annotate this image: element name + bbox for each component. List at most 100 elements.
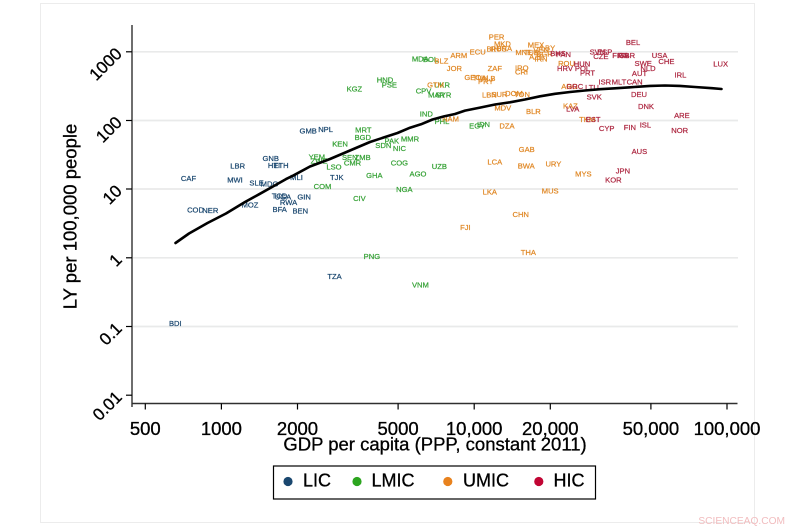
svg-text:POL: POL [575,64,590,73]
svg-text:GRC: GRC [566,82,583,91]
svg-text:DNK: DNK [638,102,654,111]
svg-text:SWE: SWE [635,59,652,68]
svg-text:CAF: CAF [181,174,197,183]
svg-text:1: 1 [106,250,126,270]
svg-text:PER: PER [489,33,505,42]
svg-text:ZWE: ZWE [311,157,328,166]
svg-text:AGO: AGO [410,170,427,179]
svg-text:500: 500 [130,418,161,439]
svg-text:SUR: SUR [491,90,508,99]
svg-text:MKD: MKD [494,40,511,49]
svg-text:BGR: BGR [536,50,553,59]
svg-text:IDN: IDN [477,120,490,129]
svg-text:UGA: UGA [275,192,292,201]
svg-text:LBR: LBR [230,161,245,170]
svg-text:SYR: SYR [436,90,452,99]
svg-text:LKA: LKA [483,187,498,196]
svg-text:PRT: PRT [580,68,595,77]
svg-text:GBR: GBR [619,51,636,60]
svg-text:AUT: AUT [632,69,648,78]
svg-text:CMR: CMR [344,159,362,168]
svg-text:CIV: CIV [353,194,367,203]
svg-text:CHE: CHE [658,57,674,66]
svg-text:LBY: LBY [541,44,555,53]
svg-text:BLZ: BLZ [434,57,448,66]
svg-text:MAR: MAR [428,91,445,100]
svg-text:TZA: TZA [327,272,342,281]
svg-text:SCIENCEAQ.COM: SCIENCEAQ.COM [698,516,785,527]
svg-text:BLR: BLR [526,107,541,116]
svg-text:NOR: NOR [671,126,688,135]
svg-text:ARG: ARG [561,82,578,91]
svg-text:MWI: MWI [227,175,243,184]
svg-text:SLE: SLE [249,179,263,188]
svg-text:MDG: MDG [261,180,279,189]
svg-text:ROU: ROU [558,59,575,68]
svg-text:LSO: LSO [326,162,341,171]
svg-text:GTM: GTM [427,80,444,89]
svg-text:ISL: ISL [640,120,651,129]
svg-text:VEN: VEN [533,46,549,55]
svg-text:PNG: PNG [364,252,381,261]
svg-text:PRY: PRY [478,77,493,86]
svg-text:DOM: DOM [505,89,523,98]
svg-text:PAK: PAK [384,137,399,146]
svg-text:BOL: BOL [423,55,438,64]
svg-text:CYP: CYP [599,124,615,133]
svg-text:PSE: PSE [382,81,397,90]
svg-text:LCA: LCA [487,158,503,167]
svg-text:BWA: BWA [518,161,536,170]
svg-text:MDA: MDA [412,55,430,64]
svg-text:MNE: MNE [515,48,532,57]
svg-text:GHA: GHA [366,171,383,180]
svg-text:UMIC: UMIC [463,471,509,491]
svg-text:GNB: GNB [262,154,278,163]
svg-text:HRV: HRV [557,64,574,73]
svg-text:USA: USA [652,51,669,60]
svg-text:HTI: HTI [268,161,280,170]
svg-text:ETH: ETH [273,161,288,170]
svg-text:TJK: TJK [330,173,344,182]
svg-text:HND: HND [377,76,394,85]
svg-text:SVK: SVK [587,92,602,101]
svg-text:URY: URY [545,160,561,169]
svg-text:LBN: LBN [482,91,497,100]
svg-text:GEO: GEO [464,73,481,82]
svg-text:VNM: VNM [412,280,429,289]
svg-text:COM: COM [314,182,332,191]
svg-text:GDP per capita (PPP, constant: GDP per capita (PPP, constant 2011) [283,434,586,455]
svg-text:MMR: MMR [401,135,420,144]
svg-text:COG: COG [391,158,408,167]
svg-text:BEN: BEN [292,206,308,215]
svg-text:IND: IND [420,110,434,119]
svg-text:NGA: NGA [396,185,413,194]
svg-text:CAN: CAN [627,78,643,87]
svg-text:LUX: LUX [713,59,728,68]
svg-text:YEM: YEM [309,153,325,162]
svg-text:TKM: TKM [579,115,595,124]
svg-text:MYS: MYS [575,170,591,179]
svg-text:FRA: FRA [612,51,628,60]
svg-text:MEX: MEX [528,41,544,50]
svg-text:TUN: TUN [473,73,489,82]
svg-text:MOZ: MOZ [242,200,259,209]
svg-text:PAN: PAN [556,50,571,59]
svg-text:HIC: HIC [554,471,585,491]
svg-text:KGZ: KGZ [347,84,363,93]
svg-text:IRL: IRL [674,71,686,80]
svg-text:BDI: BDI [169,319,182,328]
svg-text:20,000: 20,000 [522,418,579,439]
svg-text:LIC: LIC [303,471,331,491]
svg-text:100: 100 [92,113,125,146]
svg-text:NIC: NIC [393,144,407,153]
svg-text:SVN: SVN [590,48,606,57]
svg-text:BHS: BHS [550,49,566,58]
svg-text:KAZ: KAZ [563,102,578,111]
svg-text:LTU: LTU [585,83,599,92]
svg-text:ZAF: ZAF [488,64,503,73]
svg-text:CRI: CRI [515,67,528,76]
svg-text:DZA: DZA [499,121,515,130]
svg-text:0.1: 0.1 [96,319,126,349]
svg-text:1000: 1000 [86,44,126,84]
svg-text:10: 10 [99,181,126,208]
